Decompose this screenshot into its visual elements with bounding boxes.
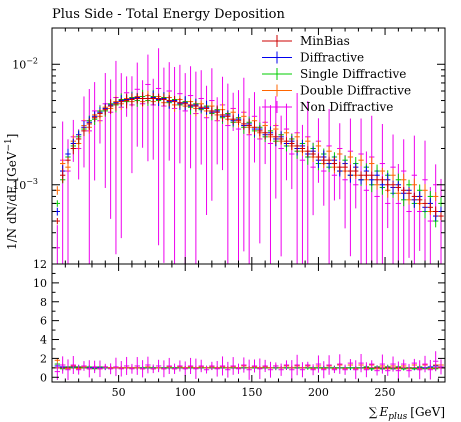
ratio-y-tick-label: 6 xyxy=(40,315,47,328)
y-axis-label: 1/N dN/dE [GeV−1] xyxy=(4,134,19,250)
x-tick-label: 100 xyxy=(175,386,196,399)
chart-title: Plus Side - Total Energy Deposition xyxy=(52,7,285,22)
y-tick-label: 10−2 xyxy=(12,56,38,71)
ratio-y-tick-label: 10 xyxy=(33,277,47,290)
ratio-non-diffractive xyxy=(54,351,444,381)
ratio-y-tick-label: 4 xyxy=(40,334,47,347)
ratio-panel-marks xyxy=(52,351,445,381)
x-axis-label: ∑ Eplus [GeV] xyxy=(369,405,445,422)
series-minbias xyxy=(54,91,444,225)
legend-label: Diffractive xyxy=(300,51,364,65)
y-tick-label: 10−3 xyxy=(12,177,38,192)
ratio-y-tick-label: 2 xyxy=(40,352,47,365)
ratio-y-tick-label: 0 xyxy=(40,371,47,384)
x-tick-label: 50 xyxy=(112,386,126,399)
ratio-y-tick-label: 12 xyxy=(33,258,47,271)
x-tick-label: 150 xyxy=(241,386,262,399)
ratio-y-tick-label: 8 xyxy=(40,296,47,309)
main-panel-marks xyxy=(54,48,444,264)
x-tick-label: 200 xyxy=(308,386,329,399)
legend: MinBias Diffractive Single Diffractive Doub… xyxy=(262,34,411,114)
legend-label: MinBias xyxy=(300,34,350,48)
ratio-panel-frame xyxy=(51,263,446,383)
legend-label: Non Diffractive xyxy=(300,100,393,114)
legend-label: Double Diffractive xyxy=(300,84,411,98)
x-tick-label: 250 xyxy=(375,386,396,399)
legend-label: Single Diffractive xyxy=(300,67,406,81)
